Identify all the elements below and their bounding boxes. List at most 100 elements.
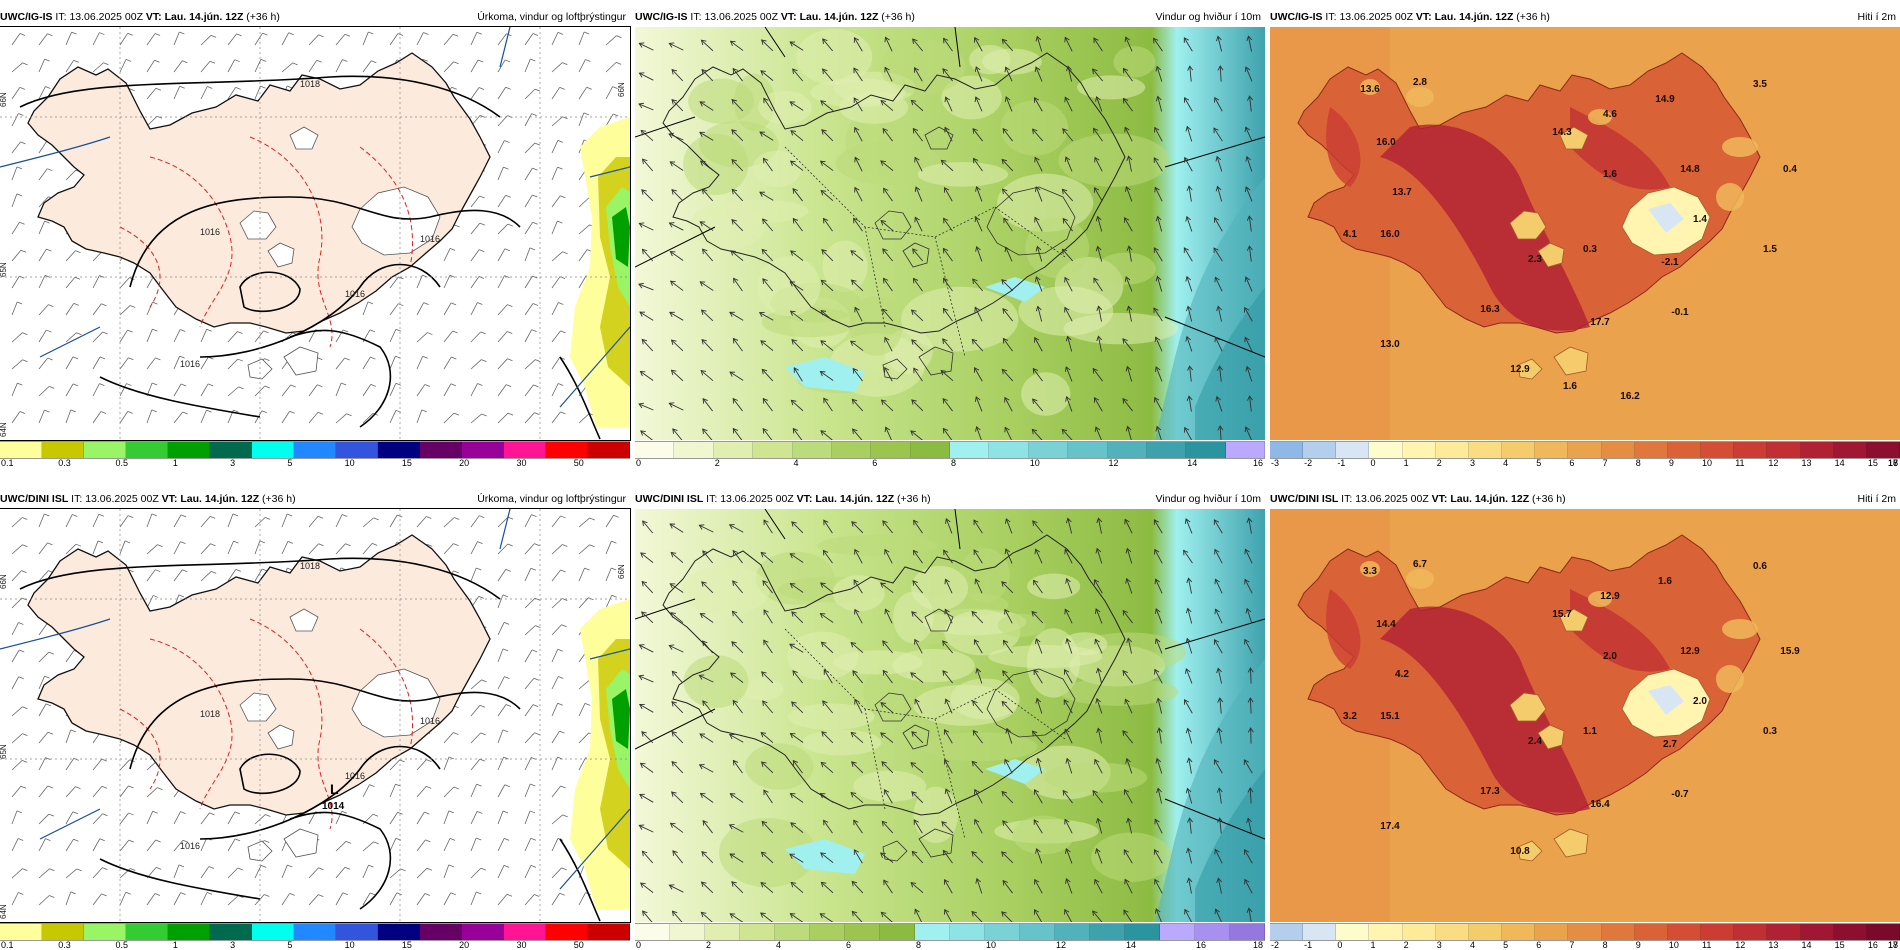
- legend-swatch: [42, 924, 84, 940]
- panel-title: Úrkoma, vindur og loftþrýstingur: [477, 11, 626, 23]
- valid-time-label: VT:: [1431, 493, 1448, 505]
- legend-tick-label: 9: [1635, 940, 1641, 950]
- legend-swatch: [1634, 442, 1668, 458]
- forecast-panel-temp: UWC/DINI ISL IT: 13.06.2025 00Z VT: Lau.…: [1270, 490, 1900, 950]
- glacier-outline: [267, 242, 295, 268]
- isobar-label: 1018: [300, 79, 320, 89]
- isobar-label: 1016: [345, 771, 365, 781]
- map-view[interactable]: 3.3 6.7 14.4 4.2 3.2 15.1 15.7 12.9 2.0 1.6 0.6 12.…: [1270, 509, 1900, 922]
- temperature-label: 0.3: [1583, 244, 1597, 255]
- legend-swatch: [871, 442, 911, 458]
- forecast-offset: (+36 h): [262, 493, 296, 505]
- valid-time-value: Lau. 14.jún. 12Z: [1434, 11, 1514, 23]
- legend-tick-label: 30: [516, 458, 527, 468]
- iceland-coastline: [662, 534, 1126, 816]
- isobar-label: 1016: [420, 716, 440, 726]
- legend-swatch: [831, 442, 872, 458]
- temperature-label: 1.5: [1763, 244, 1777, 255]
- temperature-label: 3.3: [1363, 566, 1377, 577]
- legend-tick-label: 8: [916, 940, 922, 950]
- temperature-label: 3.2: [1343, 711, 1357, 722]
- legend-swatch: [1535, 442, 1569, 458]
- legend-swatch: [915, 924, 950, 940]
- legend-tick-label: 15: [1867, 458, 1878, 468]
- temperature-label: -0.7: [1671, 789, 1689, 800]
- forecast-panel-precip: UWC/IG-IS IT: 13.06.2025 00Z VT: Lau. 14…: [0, 8, 631, 468]
- legend-swatch: [1303, 442, 1337, 458]
- glacier-outline: [283, 346, 319, 376]
- temperature-label: 17.4: [1380, 821, 1400, 832]
- valid-time-label: VT:: [161, 493, 178, 505]
- legend-swatch: [1146, 442, 1187, 458]
- legend-tick-label: 4: [1503, 458, 1509, 468]
- init-time-label: IT:: [1325, 11, 1337, 23]
- legend-tick-label: 0.5: [115, 458, 129, 468]
- legend-tick-label: 15: [401, 458, 412, 468]
- glacier-outline: [902, 242, 930, 268]
- glacier-outline: [918, 828, 954, 858]
- legend-swatch: [462, 924, 504, 940]
- color-legend: -2 -1 0 1 2 3 4 5 6 7 8 9 10 11 12 13 14 15 16 17 18: [1270, 923, 1900, 950]
- panel-header: UWC/DINI ISL IT: 13.06.2025 00Z VT: Lau.…: [0, 490, 630, 508]
- legend-tick-label: 10: [1668, 940, 1679, 950]
- legend-tick-label: 5: [1536, 458, 1542, 468]
- map-view[interactable]: [635, 27, 1265, 440]
- temperature-label: 0.4: [1783, 164, 1797, 175]
- legend-tick-label: 8: [1602, 940, 1608, 950]
- wind-arrows: [638, 517, 1254, 922]
- legend-tick-label: 0.3: [58, 458, 71, 468]
- temperature-label: 2.3: [1528, 254, 1542, 265]
- glacier-outline: [986, 668, 1076, 738]
- legend-tick-label: 3: [230, 458, 236, 468]
- legend-swatch: [985, 924, 1020, 940]
- forecast-offset: (+36 h): [246, 11, 280, 23]
- forecast-panel-wind: UWC/IG-IS IT: 13.06.2025 00Z VT: Lau. 14…: [635, 8, 1265, 468]
- valid-time-value: Lau. 14.jún. 12Z: [815, 493, 895, 505]
- legend-tick-label: 18: [1888, 940, 1899, 950]
- legend-swatch: [546, 924, 588, 940]
- legend-tick-label: 1: [172, 458, 178, 468]
- legend-swatch: [1020, 924, 1055, 940]
- legend-swatch: [504, 442, 546, 458]
- legend-tick-label: 20: [459, 940, 470, 950]
- temperature-label: 16.0: [1376, 137, 1396, 148]
- map-view[interactable]: [635, 509, 1265, 922]
- map-view[interactable]: 1018 1018 1016 1016 1016 L 1014 66N 65N 64N 66N: [0, 508, 631, 923]
- temperature-label: -0.1: [1671, 307, 1689, 318]
- init-time-label: IT:: [71, 493, 83, 505]
- temperature-label: 15.1: [1380, 711, 1400, 722]
- legend-tick-label: 15: [1834, 940, 1845, 950]
- legend-swatch: [588, 442, 630, 458]
- legend-swatch: [1336, 442, 1370, 458]
- legend-swatch: [910, 442, 950, 458]
- legend-swatch: [126, 924, 168, 940]
- glacier-outline: [924, 126, 954, 150]
- legend-swatch: [420, 442, 462, 458]
- legend-tick-label: 12: [1735, 940, 1746, 950]
- forecast-offset: (+36 h): [1532, 493, 1566, 505]
- legend-tick-label: 10: [344, 458, 355, 468]
- legend-swatch: [210, 442, 252, 458]
- valid-time-label: VT:: [780, 11, 797, 23]
- map-view[interactable]: 13.6 2.8 16.0 13.7 4.1 16.0 14.3 4.6 1.6 14.9 3.5 1…: [1270, 27, 1900, 440]
- isobar-label: 1016: [200, 227, 220, 237]
- init-time-value: 13.06.2025 00Z: [720, 493, 794, 505]
- glacier-outline: [289, 126, 319, 150]
- graticule: [0, 27, 630, 440]
- legend-swatch: [336, 924, 378, 940]
- legend-tick-label: 6: [846, 940, 852, 950]
- legend-tick-label: -2: [1304, 458, 1313, 468]
- legend-tick-label: 50: [573, 940, 584, 950]
- legend-swatch: [810, 924, 845, 940]
- valid-time-value: Lau. 14.jún. 12Z: [1450, 493, 1530, 505]
- legend-swatch: [1734, 442, 1768, 458]
- legend-swatch: [1767, 924, 1801, 940]
- legend-tick-label: 4: [776, 940, 782, 950]
- legend-swatch: [1402, 442, 1436, 458]
- legend-swatch: [1667, 442, 1702, 458]
- map-view[interactable]: 1018 1016 1016 1016 1016 66N 65N 64N 66N: [0, 26, 631, 441]
- temperature-label: -2.1: [1661, 257, 1679, 268]
- panel-header: UWC/IG-IS IT: 13.06.2025 00Z VT: Lau. 14…: [0, 8, 630, 26]
- legend-tick-label: 2: [714, 458, 720, 468]
- legend-swatch: [1336, 924, 1370, 940]
